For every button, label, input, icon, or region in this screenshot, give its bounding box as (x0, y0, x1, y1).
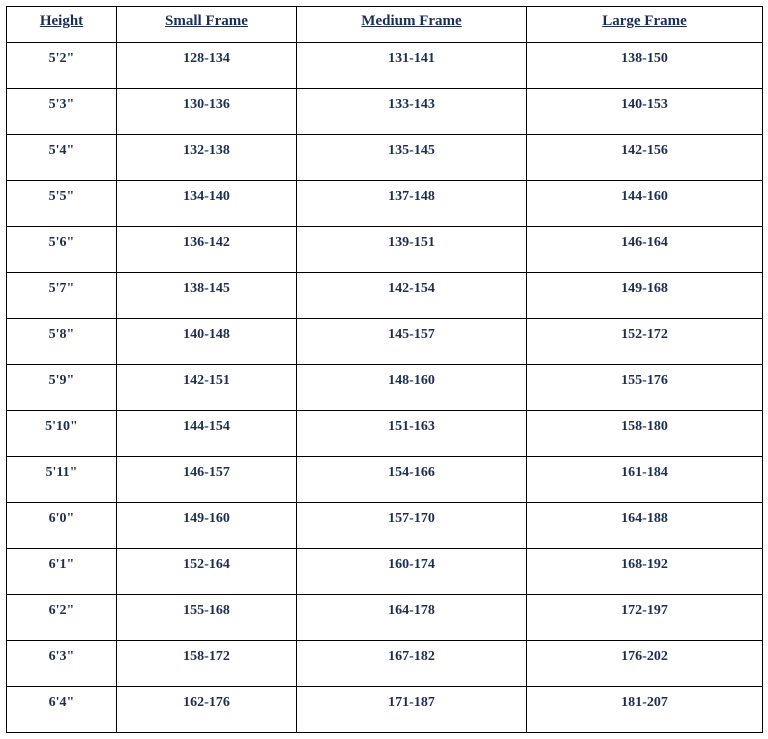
table-cell: 140-153 (527, 89, 763, 135)
table-cell: 5'4" (7, 135, 117, 181)
table-cell: 158-172 (117, 641, 297, 687)
table-cell: 142-154 (297, 273, 527, 319)
table-cell: 142-156 (527, 135, 763, 181)
table-cell: 140-148 (117, 319, 297, 365)
table-cell: 164-188 (527, 503, 763, 549)
table-row: 5'10"144-154151-163158-180 (7, 411, 763, 457)
table-cell: 172-197 (527, 595, 763, 641)
table-cell: 160-174 (297, 549, 527, 595)
table-cell: 136-142 (117, 227, 297, 273)
table-cell: 131-141 (297, 43, 527, 89)
table-cell: 135-145 (297, 135, 527, 181)
table-cell: 5'8" (7, 319, 117, 365)
table-cell: 176-202 (527, 641, 763, 687)
table-row: 5'6"136-142139-151146-164 (7, 227, 763, 273)
table-cell: 162-176 (117, 687, 297, 733)
table-row: 6'2"155-168164-178172-197 (7, 595, 763, 641)
table-row: 5'8"140-148145-157152-172 (7, 319, 763, 365)
table-cell: 146-157 (117, 457, 297, 503)
table-cell: 138-150 (527, 43, 763, 89)
table-cell: 134-140 (117, 181, 297, 227)
table-cell: 142-151 (117, 365, 297, 411)
table-cell: 152-164 (117, 549, 297, 595)
col-header-large-frame: Large Frame (527, 7, 763, 43)
table-cell: 5'11" (7, 457, 117, 503)
table-row: 5'3"130-136133-143140-153 (7, 89, 763, 135)
table-cell: 167-182 (297, 641, 527, 687)
table-row: 5'11"146-157154-166161-184 (7, 457, 763, 503)
table-row: 5'9"142-151148-160155-176 (7, 365, 763, 411)
table-cell: 6'1" (7, 549, 117, 595)
table-cell: 6'4" (7, 687, 117, 733)
table-row: 6'4"162-176171-187181-207 (7, 687, 763, 733)
table-cell: 6'3" (7, 641, 117, 687)
table-cell: 157-170 (297, 503, 527, 549)
table-cell: 155-176 (527, 365, 763, 411)
table-cell: 5'7" (7, 273, 117, 319)
table-cell: 149-168 (527, 273, 763, 319)
col-header-small-frame: Small Frame (117, 7, 297, 43)
table-cell: 144-160 (527, 181, 763, 227)
table-row: 5'2"128-134131-141138-150 (7, 43, 763, 89)
table-row: 5'4"132-138135-145142-156 (7, 135, 763, 181)
table-cell: 132-138 (117, 135, 297, 181)
table-cell: 144-154 (117, 411, 297, 457)
table-cell: 145-157 (297, 319, 527, 365)
table-cell: 149-160 (117, 503, 297, 549)
height-weight-table: Height Small Frame Medium Frame Large Fr… (6, 6, 763, 733)
table-row: 6'1"152-164160-174168-192 (7, 549, 763, 595)
table-cell: 148-160 (297, 365, 527, 411)
table-row: 5'7"138-145142-154149-168 (7, 273, 763, 319)
table-cell: 181-207 (527, 687, 763, 733)
col-header-medium-frame: Medium Frame (297, 7, 527, 43)
table-cell: 138-145 (117, 273, 297, 319)
table-cell: 168-192 (527, 549, 763, 595)
table-cell: 133-143 (297, 89, 527, 135)
table-cell: 164-178 (297, 595, 527, 641)
table-body: 5'2"128-134131-141138-1505'3"130-136133-… (7, 43, 763, 733)
table-cell: 158-180 (527, 411, 763, 457)
table-cell: 5'9" (7, 365, 117, 411)
table-cell: 154-166 (297, 457, 527, 503)
table-row: 6'3"158-172167-182176-202 (7, 641, 763, 687)
table-cell: 137-148 (297, 181, 527, 227)
table-cell: 151-163 (297, 411, 527, 457)
table-cell: 146-164 (527, 227, 763, 273)
table-cell: 171-187 (297, 687, 527, 733)
table-cell: 155-168 (117, 595, 297, 641)
table-cell: 5'2" (7, 43, 117, 89)
table-cell: 128-134 (117, 43, 297, 89)
table-cell: 152-172 (527, 319, 763, 365)
table-header-row: Height Small Frame Medium Frame Large Fr… (7, 7, 763, 43)
table-row: 6'0"149-160157-170164-188 (7, 503, 763, 549)
table-cell: 139-151 (297, 227, 527, 273)
table-cell: 5'10" (7, 411, 117, 457)
table-cell: 5'6" (7, 227, 117, 273)
table-cell: 5'5" (7, 181, 117, 227)
table-cell: 161-184 (527, 457, 763, 503)
table-cell: 130-136 (117, 89, 297, 135)
table-cell: 6'0" (7, 503, 117, 549)
table-cell: 6'2" (7, 595, 117, 641)
col-header-height: Height (7, 7, 117, 43)
table-cell: 5'3" (7, 89, 117, 135)
table-row: 5'5"134-140137-148144-160 (7, 181, 763, 227)
